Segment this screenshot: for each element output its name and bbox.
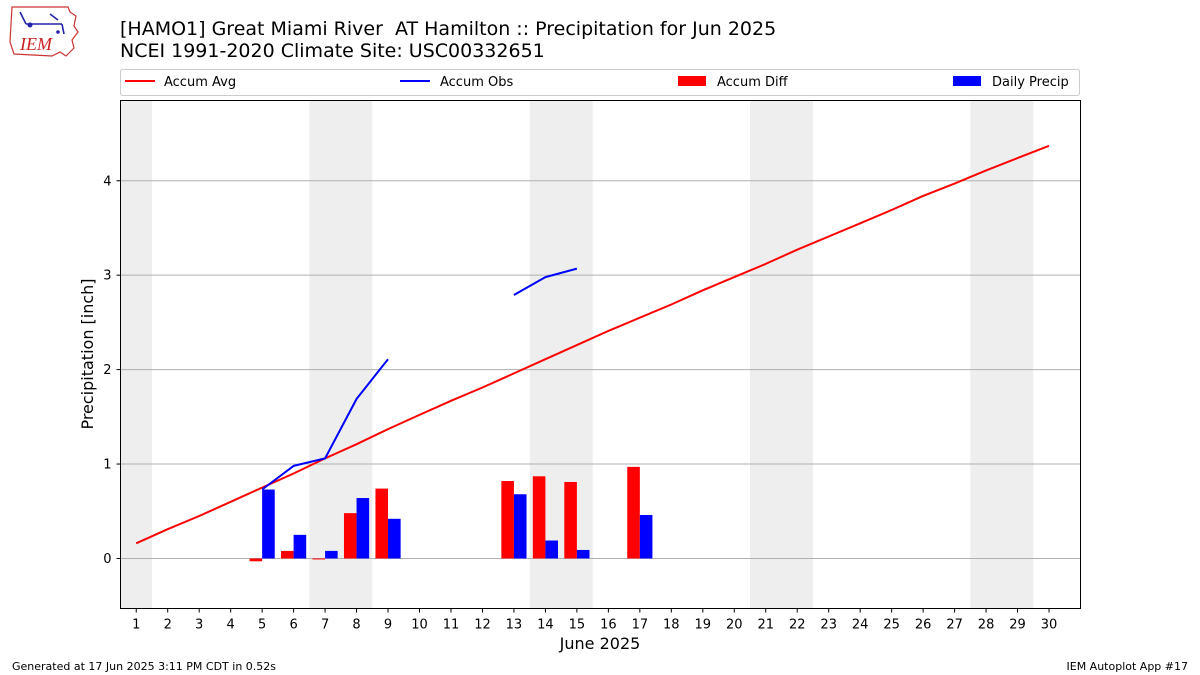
legend-item-accum-avg: Accum Avg <box>125 75 236 90</box>
accum-diff-bar <box>627 466 640 559</box>
x-tick-label: 23 <box>820 618 837 633</box>
iem-logo: IEM <box>9 6 79 57</box>
accum-obs-line <box>261 358 389 491</box>
x-tick-label: 5 <box>258 618 266 633</box>
x-tick-label: 2 <box>164 618 172 633</box>
legend-item-accum-obs: Accum Obs <box>400 75 513 90</box>
x-tick-label: 18 <box>663 618 680 633</box>
x-tick-label: 10 <box>411 618 428 633</box>
x-tick-label: 30 <box>1041 618 1058 633</box>
x-tick-label: 17 <box>632 618 649 633</box>
y-tick-label: 3 <box>103 269 111 284</box>
app-note: IEM Autoplot App #17 <box>1066 660 1189 673</box>
daily-precip-bar <box>545 540 559 559</box>
weekend-band <box>970 100 1034 609</box>
x-tick-label: 12 <box>474 618 491 633</box>
accum-diff-bar <box>249 558 263 562</box>
daily-precip-bar <box>293 534 307 559</box>
x-tick-label: 26 <box>915 618 932 633</box>
x-tick-label: 7 <box>321 618 329 633</box>
y-tick-label: 0 <box>103 552 111 567</box>
x-tick-label: 1 <box>132 618 140 633</box>
x-tick-label: 28 <box>978 618 995 633</box>
x-tick-label: 14 <box>537 618 554 633</box>
x-tick-label: 27 <box>946 618 963 633</box>
legend-label: Accum Obs <box>440 75 513 90</box>
chart-title: [HAMO1] Great Miami River AT Hamilton ::… <box>120 18 777 40</box>
x-tick-label: 22 <box>789 618 806 633</box>
legend-label: Daily Precip <box>992 75 1069 90</box>
legend-label: Accum Diff <box>717 75 789 90</box>
x-tick-label: 21 <box>757 618 774 633</box>
weekend-band <box>120 100 152 609</box>
accum-diff-bar <box>281 550 294 559</box>
y-axis-label: Precipitation [inch] <box>78 278 97 429</box>
accum-diff-bar <box>312 558 326 560</box>
x-tick-label: 29 <box>1009 618 1026 633</box>
accum-diff-bar <box>501 481 514 559</box>
weekend-band <box>750 100 813 609</box>
y-tick-label: 4 <box>103 174 111 189</box>
x-tick-label: 15 <box>569 618 586 633</box>
generated-note: Generated at 17 Jun 2025 3:11 PM CDT in … <box>12 660 277 673</box>
logo-text: IEM <box>19 34 53 54</box>
legend-item-daily-precip: Daily Precip <box>953 75 1069 90</box>
x-tick-label: 4 <box>227 618 235 633</box>
y-tick-label: 2 <box>103 363 111 378</box>
legend-item-accum-diff: Accum Diff <box>678 75 789 90</box>
daily-precip-bar <box>388 518 401 559</box>
plot-frame <box>120 100 1081 609</box>
accum-diff-bar <box>375 488 389 559</box>
daily-precip-bar <box>513 494 527 559</box>
x-tick-label: 16 <box>600 618 617 633</box>
x-tick-label: 20 <box>726 618 743 633</box>
y-tick-label: 1 <box>103 458 111 473</box>
accum-diff-bar <box>343 513 357 559</box>
daily-precip-bar <box>639 515 653 559</box>
x-tick-label: 8 <box>352 618 360 633</box>
x-tick-label: 19 <box>695 618 712 633</box>
x-tick-label: 24 <box>852 618 869 633</box>
legend: Accum Avg Accum Obs Accum Diff Daily Pre… <box>120 69 1080 96</box>
x-axis-label: June 2025 <box>559 634 641 653</box>
x-tick-label: 3 <box>195 618 203 633</box>
accum-diff-bar <box>532 476 546 559</box>
x-tick-label: 11 <box>443 618 460 633</box>
x-tick-label: 13 <box>506 618 523 633</box>
legend-label: Accum Avg <box>164 75 236 90</box>
daily-precip-bar <box>356 498 370 559</box>
x-tick-label: 9 <box>384 618 392 633</box>
daily-precip-bar <box>576 549 590 559</box>
chart-subtitle: NCEI 1991-2020 Climate Site: USC00332651 <box>120 40 545 62</box>
daily-precip-bar <box>325 550 338 559</box>
x-tick-label: 6 <box>289 618 297 633</box>
x-tick-label: 25 <box>883 618 900 633</box>
accum-diff-bar <box>564 481 577 559</box>
accum-obs-line <box>513 267 578 296</box>
accum-avg-line <box>135 144 1050 545</box>
daily-precip-bar <box>262 489 275 559</box>
